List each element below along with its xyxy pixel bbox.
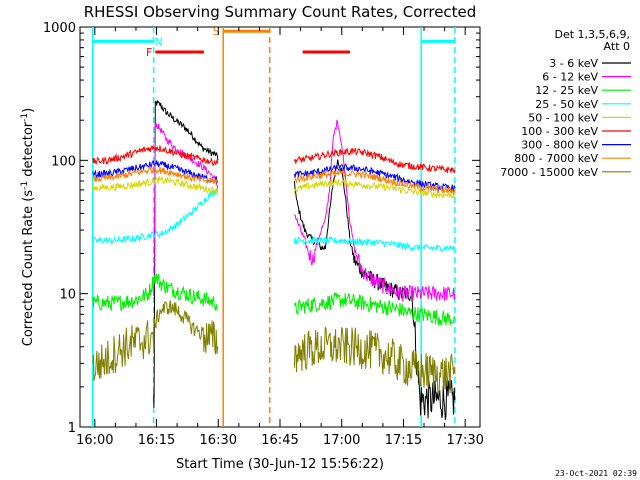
plot-frame	[79, 26, 481, 428]
series-line-7-1	[293, 168, 456, 196]
y-axis-label-mid: detector	[21, 121, 36, 181]
y-axis-label-sup1: -1	[20, 181, 30, 190]
x-tick-label-5: 17:15	[385, 433, 422, 448]
series-line-2-1	[293, 292, 456, 327]
legend-label-2: 12 - 25 keV	[535, 84, 598, 97]
series-line-6-0	[92, 159, 219, 184]
series-line-3-1	[293, 235, 456, 253]
series-line-1-2	[294, 119, 456, 302]
marker-letters: N S F	[146, 25, 220, 59]
y-axis-label-post: )	[21, 108, 36, 113]
top-bars	[92, 29, 455, 54]
legend-header-line2: Att 0	[604, 40, 630, 53]
legend-label-4: 50 - 100 keV	[528, 111, 598, 124]
x-tick-label-3: 16:45	[261, 433, 298, 448]
y-axis-label-sup2: -1	[20, 113, 30, 122]
timestamp: 23-Oct-2021 02:39	[555, 469, 637, 478]
y-axis: 1 10 100 1000	[43, 21, 480, 436]
chart-title: RHESSI Observing Summary Count Rates, Co…	[84, 3, 477, 21]
series-lines	[92, 99, 456, 420]
x-tick-label-2: 16:30	[200, 433, 237, 448]
series-line-4-1	[293, 178, 456, 199]
plot-area: N S F	[79, 25, 481, 428]
marker-letter-0: N	[154, 35, 162, 48]
series-line-4-0	[92, 175, 219, 195]
series-line-8-1	[293, 326, 456, 394]
x-tick-label-1: 16:15	[138, 433, 175, 448]
series-line-0-2	[293, 159, 456, 420]
legend-label-7: 800 - 7000 keV	[514, 152, 598, 165]
series-line-0-1	[153, 99, 219, 408]
series-line-5-1	[293, 147, 456, 174]
y-axis-label: Corrected Count Rate (s-1 detector-1)	[20, 108, 36, 346]
legend-label-3: 25 - 50 keV	[535, 98, 598, 111]
legend-label-1: 6 - 12 keV	[542, 71, 598, 84]
legend-label-6: 300 - 800 keV	[521, 139, 598, 152]
marker-letter-1: S	[213, 25, 220, 38]
legend-header-line1: Det 1,3,5,6,9,	[554, 28, 630, 41]
series-line-2-0	[92, 273, 219, 311]
series-line-5-0	[92, 144, 219, 166]
x-axis: 16:00 16:15 16:30 16:45 17:00 17:15 17:30	[76, 27, 484, 448]
series-line-7-0	[92, 166, 219, 184]
y-tick-label-3: 1000	[43, 21, 76, 36]
legend-label-8: 7000 - 15000 keV	[500, 166, 598, 179]
x-tick-label-0: 16:00	[76, 433, 113, 448]
y-tick-label-2: 100	[51, 154, 76, 169]
series-line-6-1	[293, 164, 456, 193]
marker-letter-2: F	[146, 46, 152, 59]
y-tick-label-1: 10	[59, 288, 76, 303]
legend-label-5: 100 - 300 keV	[521, 125, 598, 138]
x-tick-label-6: 17:30	[446, 433, 483, 448]
x-axis-label: Start Time (30-Jun-12 15:56:22)	[176, 457, 384, 472]
series-line-8-0	[92, 300, 219, 381]
series-line-3-0	[92, 188, 219, 246]
y-tick-label-0: 1	[68, 421, 76, 436]
x-tick-label-4: 17:00	[323, 433, 360, 448]
legend-label-0: 3 - 6 keV	[549, 57, 598, 70]
y-axis-label-pre: Corrected Count Rate (s	[21, 190, 36, 347]
